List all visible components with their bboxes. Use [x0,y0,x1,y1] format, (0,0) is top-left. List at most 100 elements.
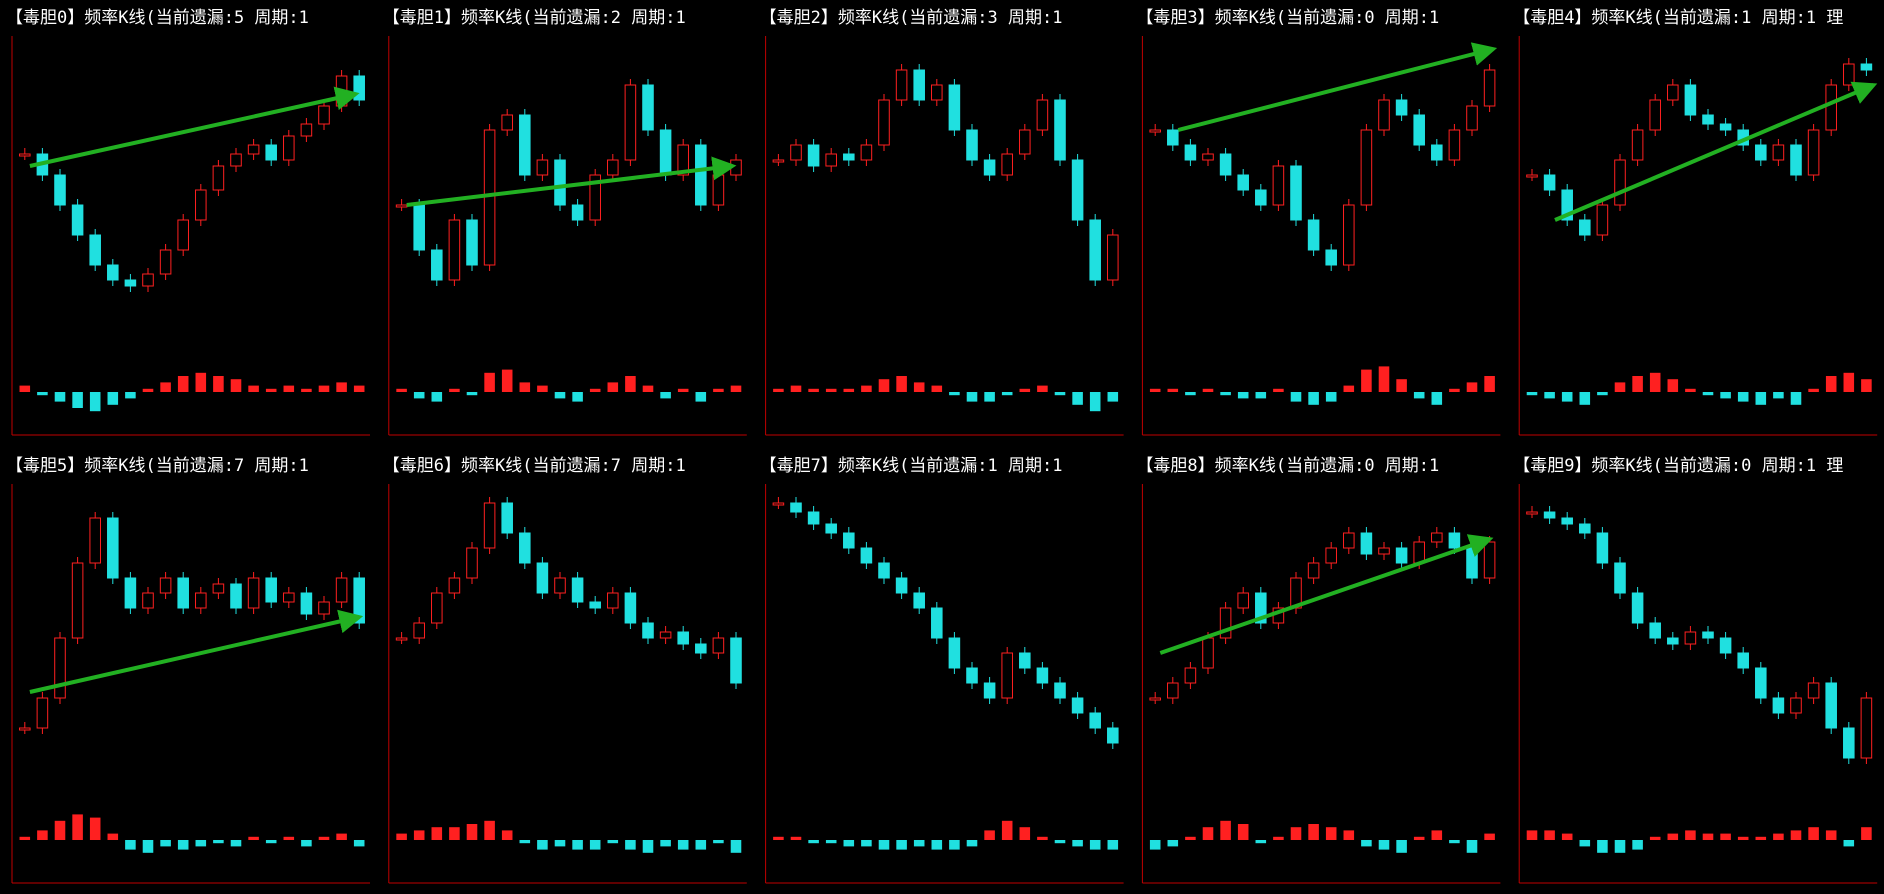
candle [1755,667,1767,699]
candle [1036,99,1049,131]
candle [1001,652,1013,699]
trend-arrow [29,609,364,694]
macd-bar [89,392,101,412]
candle [948,84,961,131]
candle [195,592,207,609]
candle [607,159,619,176]
macd-bar [248,385,259,392]
candle [1360,129,1373,206]
macd-bar [1755,392,1767,405]
candle [536,159,549,176]
macd-bar [713,840,724,844]
candle [1825,682,1837,729]
macd-bar [642,385,654,392]
macd-bar [1632,376,1643,392]
macd-bar [1237,824,1249,840]
macd-bar [519,382,531,392]
macd-bar [1273,836,1284,840]
candle [589,601,601,609]
macd-bar [660,392,671,399]
macd-bar [1579,840,1591,847]
macd-bar [484,372,495,392]
candle [825,523,837,534]
macd-bar [431,392,443,402]
macd-bar [19,836,31,840]
candle [1790,697,1802,714]
macd-bar [1089,392,1101,412]
macd-bar [1449,840,1460,844]
candle [1807,129,1820,176]
macd-bar [1737,392,1749,402]
macd-bar [1167,388,1179,392]
macd-bar [607,382,619,392]
macd-bar [195,372,207,392]
panel-title: 【毒胆1】频率K线(当前遗漏:2 周期:1 [383,8,686,28]
macd-bar [1054,840,1066,844]
macd-bar [1825,830,1837,840]
candle [318,601,330,615]
macd-bar [984,392,995,402]
macd-bar [1773,392,1784,399]
candle [1579,523,1591,534]
macd-bar [301,840,312,847]
macd-bar [1449,388,1460,392]
candle [395,637,408,641]
macd-bar [177,376,189,392]
candle [448,219,461,281]
macd-bar [301,388,312,392]
macd-bar [878,840,890,850]
candle [300,123,313,137]
candle [395,204,408,208]
candle [1413,114,1425,146]
macd-bar [1149,840,1161,850]
trend-arrow [1554,81,1878,222]
macd-bar [931,385,943,392]
macd-bar [1614,382,1626,392]
panel: 【毒胆3】频率K线(当前遗漏:0 周期:1 [1136,8,1501,436]
candle [1360,532,1373,555]
candle [335,75,348,107]
macd-bar [1790,830,1802,840]
candle [1667,84,1679,101]
macd-bar [107,392,119,405]
macd-bar [1019,388,1031,392]
candle [895,69,908,101]
panel: 【毒胆0】频率K线(当前遗漏:5 周期:1 [6,8,370,436]
macd-bar [537,385,548,392]
candle [1431,532,1443,543]
macd-bar [1089,840,1101,850]
macd-bar [1526,830,1538,840]
candle [1543,174,1556,191]
panel-title: 【毒胆6】频率K线(当前遗漏:7 周期:1 [383,456,686,476]
macd-bar [1720,392,1731,399]
candle [466,219,478,266]
macd-bar [318,836,330,840]
macd-bar [1597,840,1608,853]
macd-bar [353,385,365,392]
macd-bar [660,840,671,847]
panel: 【毒胆7】频率K线(当前遗漏:1 周期:1 [760,456,1124,884]
candle [1596,204,1609,236]
candle [790,502,802,513]
candle [107,517,119,579]
candle [1184,667,1197,684]
macd-bar [213,376,224,392]
macd-bar [1431,392,1443,405]
candle [825,153,837,167]
candle [142,592,154,609]
candle [71,562,84,639]
candle [807,144,820,167]
candle [895,577,908,594]
macd-bar [142,388,154,392]
panel-title: 【毒胆3】频率K线(当前遗漏:0 周期:1 [1136,8,1439,28]
panel: 【毒胆5】频率K线(当前遗漏:7 周期:1 [6,456,370,884]
macd-bar [949,840,960,850]
candle [1378,99,1390,131]
candle [265,144,277,161]
macd-bar [1037,836,1048,840]
macd-bar [1431,830,1443,840]
panel-title: 【毒胆9】频率K线(当前遗漏:0 周期:1 理 [1513,456,1843,476]
macd-bar [1290,827,1302,840]
candle [948,637,961,669]
macd-bar [677,388,689,392]
